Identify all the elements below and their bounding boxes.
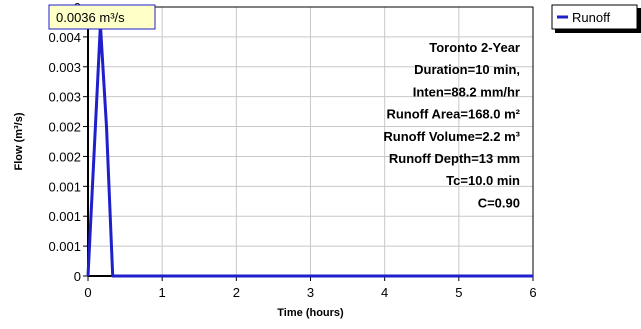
x-tick-label: 2	[233, 285, 240, 300]
y-tick-label: 0.003	[48, 90, 81, 105]
legend-series-label: Runoff	[572, 10, 610, 25]
legend: Runoff	[551, 4, 641, 33]
y-tick-label: 0.002	[48, 149, 81, 164]
y-tick-label: 0.001	[48, 239, 81, 254]
annotation-line: Runoff Depth=13 mm	[389, 151, 520, 166]
peak-flow-text: 0.0036 m³/s	[56, 10, 125, 25]
y-tick-label: 0.001	[48, 179, 81, 194]
x-tick-label: 3	[307, 285, 314, 300]
y-tick-label: 0.003	[48, 60, 81, 75]
annotation-line: C=0.90	[478, 195, 520, 210]
annotation-line: Toronto 2-Year	[429, 40, 520, 55]
y-axis-title: Flow (m³/s)	[13, 112, 25, 170]
annotation-line: Duration=10 min,	[414, 62, 520, 77]
x-tick-label: 0	[84, 285, 91, 300]
x-tick-label: 1	[159, 285, 166, 300]
runoff-series-line	[86, 23, 533, 278]
series-layer	[86, 23, 533, 278]
y-tick-label: 0.002	[48, 120, 81, 135]
x-tick-label: 5	[455, 285, 462, 300]
x-tick-label: 4	[381, 285, 388, 300]
y-tick-label: 0.001	[48, 209, 81, 224]
peak-flow-box	[48, 4, 156, 30]
annotation-line: Runoff Area=168.0 m²	[386, 107, 520, 122]
y-tick-label: 0.004	[48, 30, 81, 45]
annotation-layer: Toronto 2-Year Duration=10 min, Inten=88.2…	[383, 40, 520, 210]
y-tick-label: 0	[74, 269, 81, 284]
annotation-line: Inten=88.2 mm/hr	[413, 84, 520, 99]
annotation-line: Runoff Volume=2.2 m³	[383, 129, 520, 144]
tick-layer: 0 0.001 0.001 0.001 0.002 0.002 0.003 0.003 0.00…	[48, 0, 536, 300]
x-tick-label: 6	[529, 285, 536, 300]
grid-layer	[88, 7, 533, 276]
x-axis-title: Time (hours)	[277, 307, 344, 319]
peak-flow-label: 0.0036 m³/s	[48, 4, 156, 30]
annotation-line: Tc=10.0 min	[446, 173, 520, 188]
